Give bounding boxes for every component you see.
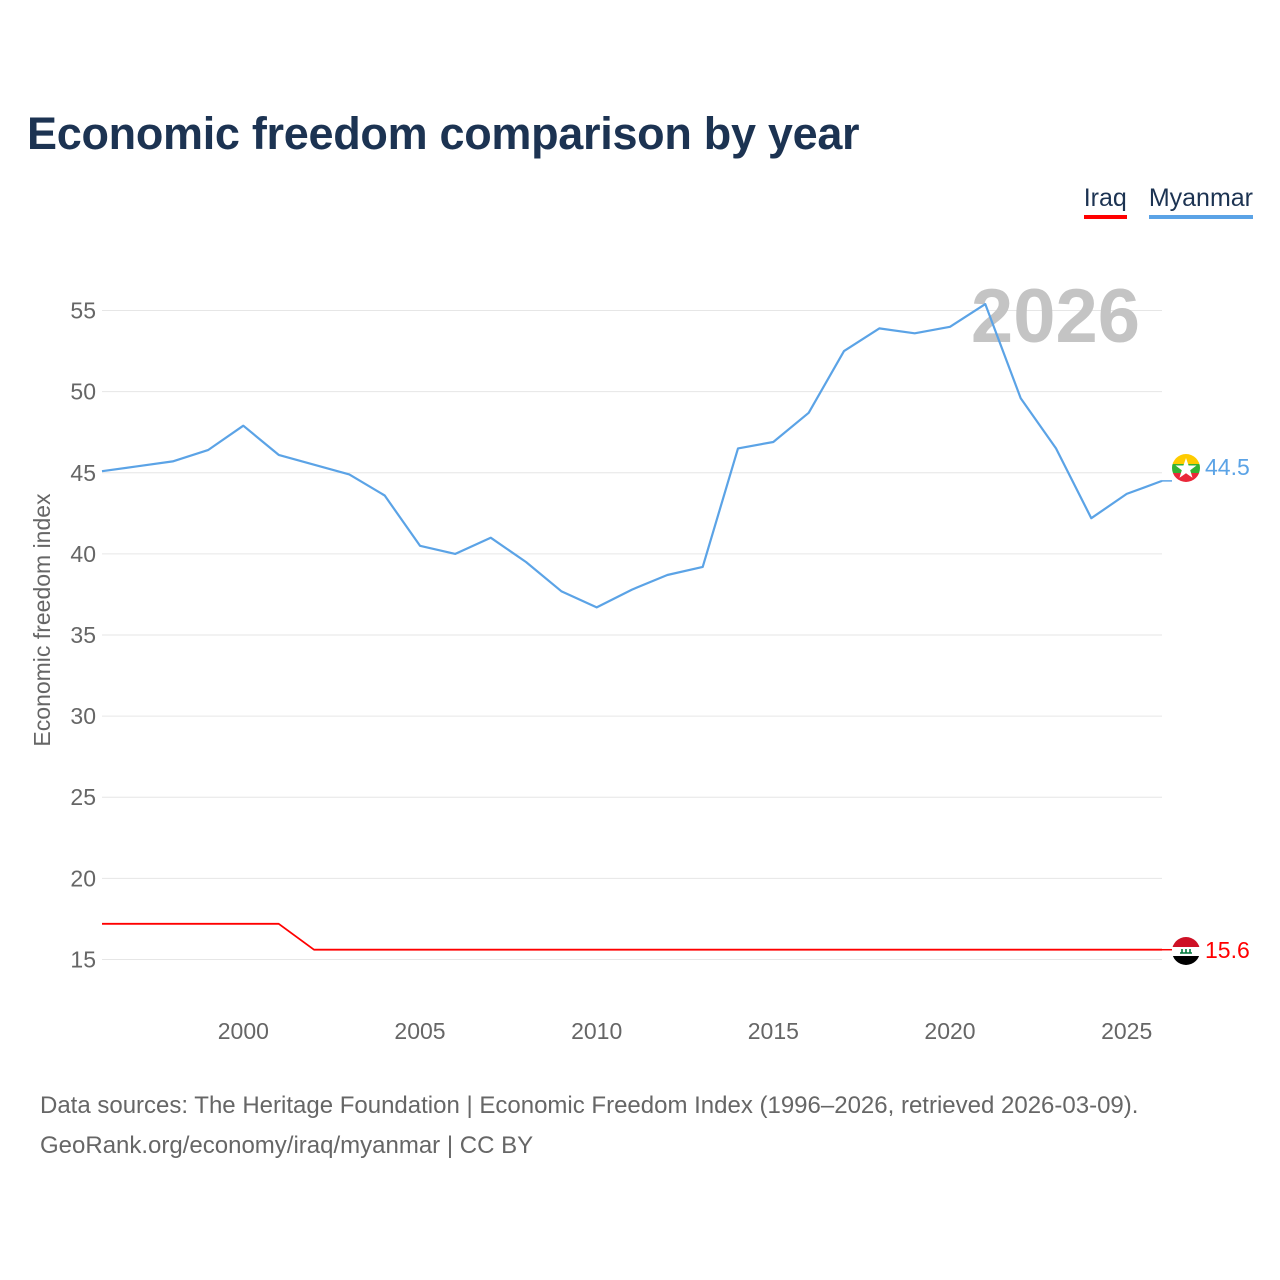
y-tick-label: 30	[70, 703, 96, 729]
x-tick-label: 2025	[1101, 1018, 1152, 1044]
series-line-myanmar[interactable]	[101, 303, 1163, 609]
y-tick-label: 35	[70, 622, 96, 648]
series-lines	[101, 303, 1172, 951]
x-axis-ticks: 2000 2005 2010 2015 2020 2025	[218, 1018, 1153, 1044]
y-axis-ticks: 15 20 25 30 35 40 45 50 55	[70, 298, 96, 973]
series-line-iraq[interactable]	[102, 922, 1162, 951]
x-tick-label: 2010	[571, 1018, 622, 1044]
y-tick-label: 55	[70, 298, 96, 324]
legend-item-myanmar[interactable]: Myanmar	[1148, 184, 1253, 219]
iraq-flag-icon	[1172, 937, 1200, 965]
x-tick-label: 2020	[924, 1018, 975, 1044]
legend-item-iraq[interactable]: Iraq	[1083, 184, 1127, 219]
x-tick-label: 2005	[394, 1018, 445, 1044]
y-tick-label: 40	[70, 541, 96, 567]
myanmar-flag-icon	[1172, 454, 1200, 482]
footer-attribution[interactable]: GeoRank.org/economy/iraq/myanmar | CC BY	[40, 1132, 534, 1159]
current-year-watermark: 2026	[971, 274, 1140, 359]
x-tick-label: 2000	[218, 1018, 269, 1044]
y-tick-label: 15	[70, 946, 96, 972]
x-tick-label: 2015	[748, 1018, 799, 1044]
y-axis-title: Economic freedom index	[29, 493, 55, 747]
footer: Data sources: The Heritage Foundation | …	[40, 1086, 1138, 1166]
gridlines	[102, 310, 1162, 960]
chart-title: Economic freedom comparison by year	[27, 108, 860, 159]
y-tick-label: 50	[70, 379, 96, 405]
iraq-end-value: 15.6	[1205, 937, 1250, 963]
y-tick-label: 45	[70, 460, 96, 486]
myanmar-end-value: 44.5	[1205, 454, 1250, 480]
y-tick-label: 20	[70, 865, 96, 891]
y-tick-label: 25	[70, 784, 96, 810]
footer-sources: Data sources: The Heritage Foundation | …	[40, 1092, 1139, 1119]
legend: Iraq Myanmar	[1083, 184, 1253, 219]
